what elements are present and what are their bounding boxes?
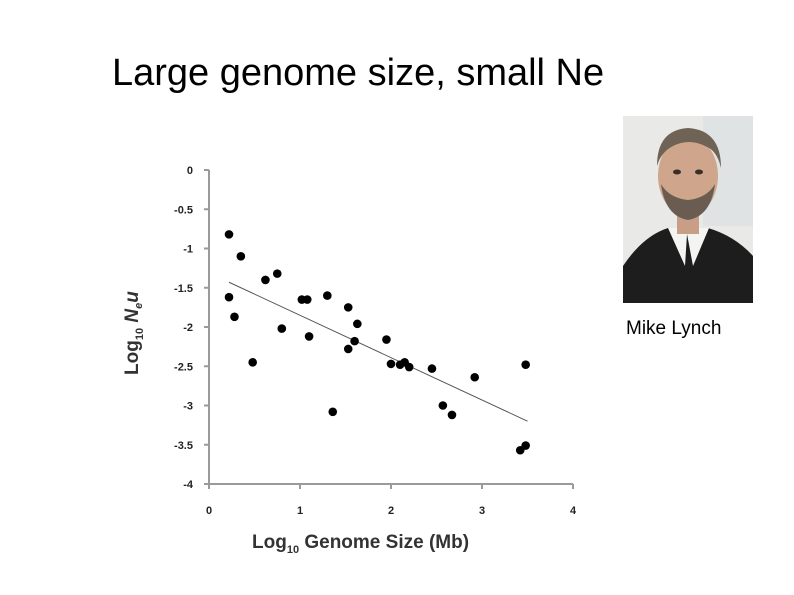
y-axis-ticks: 0 -0.5 -1 -1.5 -2 -2.5 -3 -3.5 -4 — [174, 165, 209, 491]
data-point — [404, 362, 414, 372]
data-point — [224, 230, 234, 239]
data-point — [272, 269, 282, 278]
y-tick-label: -3.5 — [174, 440, 193, 452]
x-tick-label: 2 — [388, 505, 394, 517]
data-point — [230, 312, 239, 322]
x-axis-title: Log10 Genome Size (Mb) — [252, 532, 469, 556]
photo-caption: Mike Lynch — [626, 318, 722, 339]
x-tick-label: 4 — [570, 505, 577, 517]
data-points — [224, 230, 530, 455]
y-tick-label: -2 — [183, 322, 193, 334]
y-axis-title: Log10 Neu — [122, 291, 146, 375]
portrait-image — [623, 116, 753, 303]
y-tick-label: -2.5 — [174, 361, 193, 373]
data-point — [224, 292, 234, 302]
data-point — [236, 252, 246, 261]
data-point — [353, 319, 362, 329]
trend-line — [228, 281, 528, 422]
x-tick-label: 0 — [206, 505, 212, 517]
data-point — [521, 360, 530, 369]
y-tick-label: 0 — [187, 165, 193, 177]
data-point — [427, 364, 437, 373]
data-point — [261, 275, 270, 285]
data-point — [302, 295, 312, 304]
data-point — [386, 359, 396, 369]
data-point — [470, 372, 480, 382]
data-point — [248, 358, 257, 367]
data-point — [328, 407, 338, 417]
y-tick-label: -1.5 — [174, 283, 193, 295]
data-point — [447, 410, 457, 420]
data-point — [343, 344, 353, 354]
y-tick-label: -3 — [183, 401, 193, 413]
data-point — [521, 441, 530, 450]
data-point — [304, 332, 314, 341]
x-tick-label: 1 — [297, 505, 303, 517]
y-tick-label: -0.5 — [174, 204, 193, 216]
y-tick-label: -4 — [183, 479, 194, 491]
x-axis-ticks: 0 1 2 3 4 — [206, 484, 577, 517]
y-tick-label: -1 — [183, 244, 193, 256]
data-point — [343, 303, 353, 312]
portrait-photo — [623, 116, 753, 303]
x-tick-label: 3 — [479, 505, 485, 517]
data-point — [323, 291, 332, 300]
slide-title: Large genome size, small Ne — [112, 52, 605, 94]
data-point — [382, 335, 391, 344]
data-point — [438, 401, 448, 410]
data-point — [277, 324, 287, 333]
data-point — [350, 336, 359, 346]
